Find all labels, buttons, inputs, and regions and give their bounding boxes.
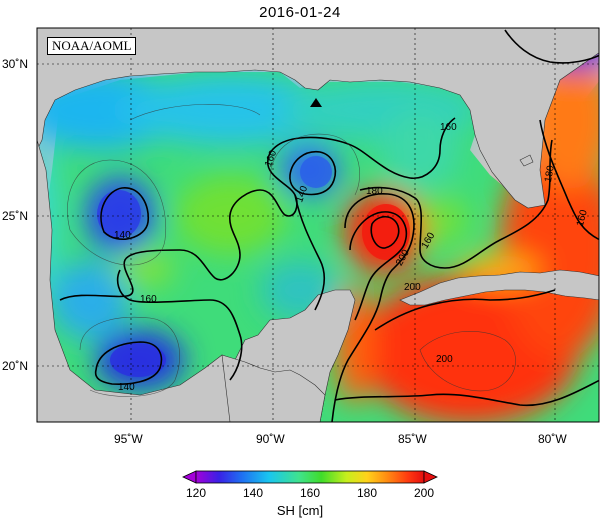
map-frame <box>36 27 600 423</box>
colorbar-label: SH [cm] <box>276 503 324 518</box>
colorbar-tick: 180 <box>357 486 378 500</box>
contour-label: 200 <box>436 354 453 365</box>
colorbar-tick: 200 <box>414 486 435 500</box>
contour-label: 160 <box>575 208 590 227</box>
contour-label: 160 <box>140 294 157 305</box>
x-tick-label: 85˚W <box>398 432 427 446</box>
y-tick-label: 25˚N <box>2 209 29 223</box>
triangle-marker <box>310 98 322 107</box>
colorbar <box>182 470 438 484</box>
contour-label: 160 <box>440 122 457 133</box>
minor-contours <box>67 104 516 397</box>
x-tick-label: 95˚W <box>114 432 143 446</box>
contour-lines <box>59 29 599 422</box>
colorbar-high-arrow <box>423 470 438 484</box>
colorbar-tick: 160 <box>300 486 321 500</box>
map-title: 2016-01-24 <box>259 4 341 21</box>
colorbar-low-arrow <box>182 470 197 484</box>
colorbar-gradient <box>195 470 425 484</box>
contour-label: 180 <box>543 164 557 183</box>
y-tick-label: 30˚N <box>2 57 29 71</box>
x-tick-label: 90˚W <box>256 432 285 446</box>
colorbar-tick: 120 <box>186 486 207 500</box>
land-masses <box>37 28 599 422</box>
contour-label: 200 <box>404 282 421 293</box>
contour-label: 140 <box>118 382 135 393</box>
contour-label: 140 <box>114 230 131 241</box>
contour-label: 180 <box>366 186 383 197</box>
y-tick-label: 20˚N <box>2 359 29 373</box>
map-grid <box>37 28 599 422</box>
x-tick-label: 80˚W <box>538 432 567 446</box>
colorbar-tick: 140 <box>243 486 264 500</box>
credit-label: NOAA/AOML <box>47 37 137 55</box>
